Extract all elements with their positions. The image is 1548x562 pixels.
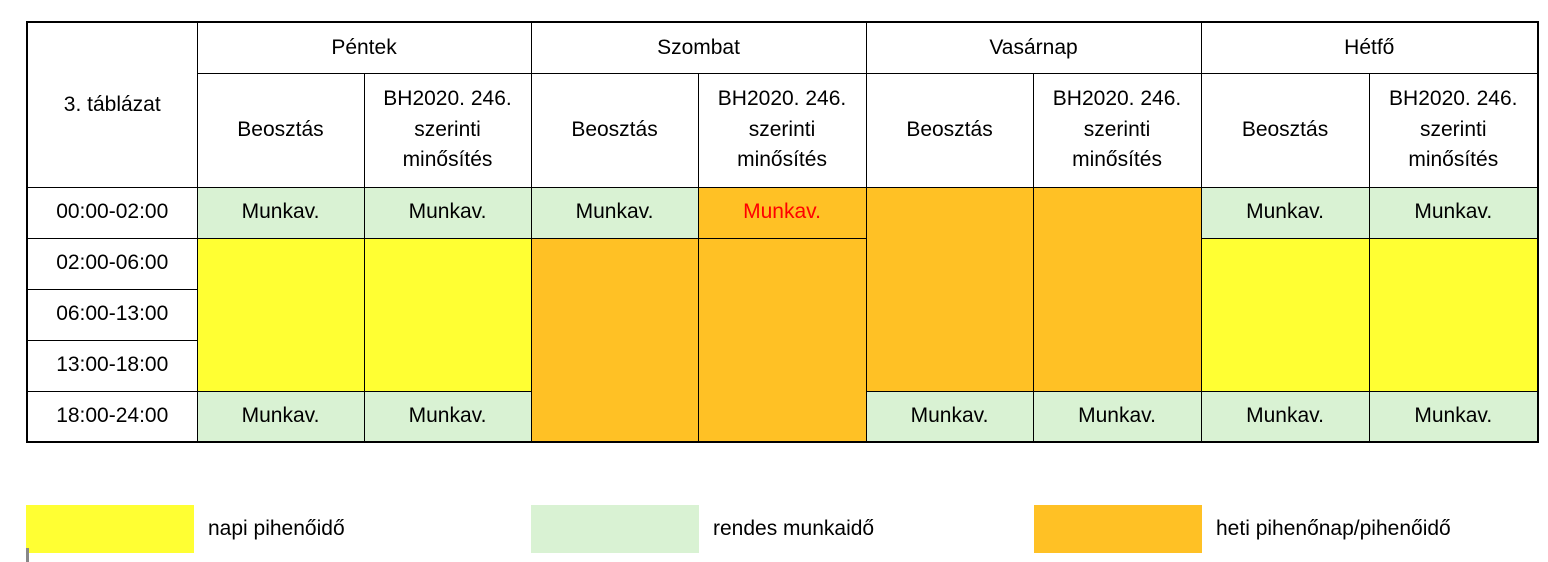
sub-header-rating: BH2020. 246. szerinti minősítés: [1368, 72, 1539, 188]
schedule-table: 3. táblázat Péntek Szombat Vasárnap Hétf…: [26, 21, 1540, 443]
time-slot: 06:00-13:00: [26, 288, 198, 341]
cell-weekly-rest: [697, 237, 867, 443]
cell-weekly-rest: [1032, 186, 1202, 392]
cell-work: Munkav.: [1368, 186, 1539, 239]
cell-weekly-rest: [530, 237, 699, 443]
day-header-sunday: Vasárnap: [865, 21, 1202, 74]
table-row: 00:00-02:00 Munkav. Munkav. Munkav. Munk…: [26, 186, 1539, 392]
cell-work: Munkav.: [1200, 186, 1370, 239]
day-header-row: 3. táblázat Péntek Szombat Vasárnap Hétf…: [26, 21, 1539, 188]
sub-header-schedule: Beosztás: [1200, 72, 1370, 188]
legend-item-regular-work: rendes munkaidő: [531, 505, 874, 553]
cell-work: Munkav.: [1032, 390, 1202, 443]
cell-work: Munkav.: [363, 186, 532, 239]
table-row: 18:00-24:00 Munkav. Munkav. Munkav. Munk…: [26, 390, 1539, 443]
cell-daily-rest: [1368, 237, 1539, 392]
sub-header-schedule: Beosztás: [196, 72, 365, 188]
sub-header-rating: BH2020. 246. szerinti minősítés: [1032, 72, 1202, 188]
legend-label: napi pihenőidő: [208, 517, 345, 540]
cell-daily-rest: [196, 237, 365, 392]
table-row: 06:00-13:00: [26, 288, 1538, 341]
legend-swatch-yellow: [26, 505, 194, 553]
cell-weekly-rest: [865, 186, 1034, 392]
time-slot: 00:00-02:00: [26, 186, 198, 239]
sub-header-row: Beosztás BH2020. 246. szerinti minősítés…: [27, 72, 1539, 188]
cell-daily-rest: [1200, 237, 1370, 392]
cell-work-highlighted: Munkav.: [697, 186, 867, 239]
cell-work: Munkav.: [196, 186, 365, 239]
cell-work: Munkav.: [363, 390, 532, 443]
day-header-friday: Péntek: [196, 21, 532, 74]
sub-header-schedule: Beosztás: [865, 72, 1034, 188]
cell-work: Munkav.: [1368, 390, 1539, 443]
cell-work: Munkav.: [865, 390, 1034, 443]
legend-item-daily-rest: napi pihenőidő: [26, 505, 345, 553]
table-row: 13:00-18:00: [26, 339, 1538, 392]
cell-work: Munkav.: [196, 390, 365, 443]
table-caption: 3. táblázat: [26, 21, 198, 188]
cell-work: Munkav.: [530, 186, 699, 239]
legend-item-weekly-rest: heti pihenőnap/pihenőidő: [1034, 505, 1451, 553]
legend-swatch-orange: [1034, 505, 1202, 553]
time-slot: 13:00-18:00: [26, 339, 198, 392]
cursor-mark: [26, 548, 29, 562]
sub-header-rating: BH2020. 246. szerinti minősítés: [697, 72, 867, 188]
sub-header-rating: BH2020. 246. szerinti minősítés: [363, 72, 532, 188]
legend-label: heti pihenőnap/pihenőidő: [1216, 517, 1451, 540]
legend-label: rendes munkaidő: [713, 517, 875, 540]
legend-swatch-green: [531, 505, 699, 553]
table-row: 02:00-06:00: [26, 237, 1539, 443]
time-slot: 02:00-06:00: [26, 237, 198, 290]
sub-header-schedule: Beosztás: [530, 72, 699, 188]
day-header-monday: Hétfő: [1200, 21, 1539, 74]
day-header-saturday: Szombat: [530, 21, 867, 74]
time-slot: 18:00-24:00: [26, 390, 198, 443]
cell-daily-rest: [363, 237, 532, 392]
cell-work: Munkav.: [1200, 390, 1370, 443]
